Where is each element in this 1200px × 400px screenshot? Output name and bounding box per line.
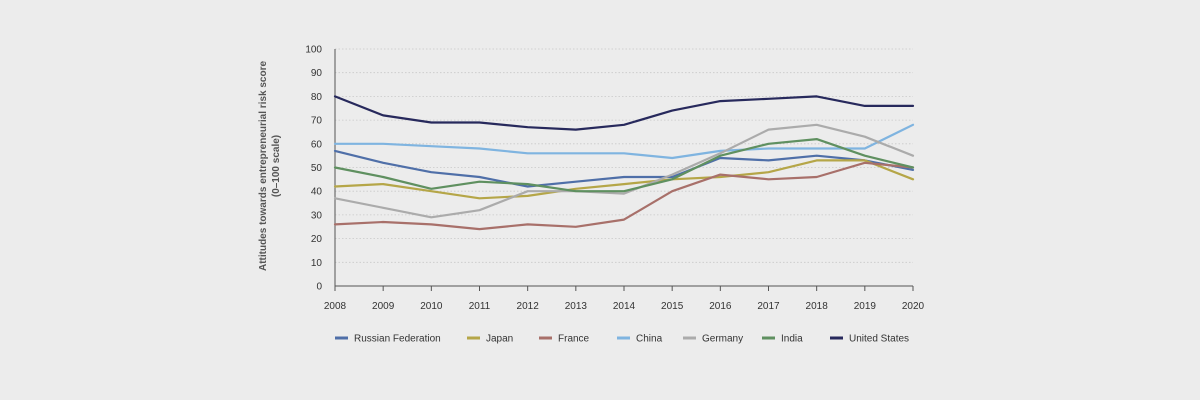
x-tick-label: 2014	[613, 301, 636, 312]
x-tick-label: 2016	[709, 301, 732, 312]
x-tick-label: 2020	[902, 301, 925, 312]
legend-item-japan: Japan	[467, 334, 513, 345]
series-line-india	[333, 138, 915, 193]
series-line-japan	[333, 159, 915, 200]
y-tick-label: 20	[311, 234, 323, 245]
legend-label: India	[781, 334, 803, 345]
y-tick-label: 0	[316, 282, 322, 293]
legend-label: France	[558, 334, 590, 345]
legend-item-india: India	[762, 334, 803, 345]
x-tick-label: 2011	[469, 301, 491, 312]
legend-item-france: France	[539, 334, 590, 345]
x-tick-label: 2019	[854, 301, 877, 312]
series-lines	[333, 95, 915, 231]
y-tick-label: 70	[311, 116, 323, 127]
x-tick-label: 2017	[757, 301, 780, 312]
y-tick-label: 50	[311, 163, 323, 174]
legend-label: Germany	[702, 334, 743, 345]
y-axis-subtitle: (0–100 scale)	[271, 135, 282, 197]
x-tick-label: 2008	[324, 301, 347, 312]
legend-item-germany: Germany	[683, 334, 743, 345]
series-line-united-states	[333, 95, 915, 131]
legend-item-china: China	[617, 334, 663, 345]
legend-label: China	[636, 334, 663, 345]
legend-label: United States	[849, 334, 909, 345]
x-tick-label: 2013	[565, 301, 588, 312]
series-line-china	[333, 123, 915, 160]
series-line-france	[333, 161, 915, 231]
legend-label: Russian Federation	[354, 334, 441, 345]
legend-label: Japan	[486, 334, 513, 345]
x-tick-label: 2018	[806, 301, 829, 312]
legend: Russian Federation Japan France China German…	[335, 334, 909, 345]
y-tick-label: 80	[311, 92, 323, 103]
x-tick-label: 2015	[661, 301, 684, 312]
x-tick-label: 2009	[372, 301, 395, 312]
axes: 0 10 20 30 40 50 60 70 80 90 100 2008 2009 2010 2011 20…	[305, 45, 924, 313]
y-axis-title: Attitudes towards entrepreneurial risk s…	[258, 61, 269, 272]
y-tick-label: 100	[305, 45, 322, 56]
y-tick-label: 40	[311, 187, 323, 198]
x-tick-label: 2012	[517, 301, 540, 312]
y-axis-label: Attitudes towards entrepreneurial risk s…	[258, 61, 282, 272]
legend-item-russian-federation: Russian Federation	[335, 334, 441, 345]
x-tick-label: 2010	[420, 301, 443, 312]
series-line-germany	[333, 123, 915, 219]
legend-item-united-states: United States	[830, 334, 909, 345]
y-tick-label: 10	[311, 258, 323, 269]
series-line-russian-federation	[333, 149, 915, 188]
y-tick-label: 60	[311, 139, 323, 150]
y-tick-label: 30	[311, 210, 323, 221]
y-tick-label: 90	[311, 68, 323, 79]
